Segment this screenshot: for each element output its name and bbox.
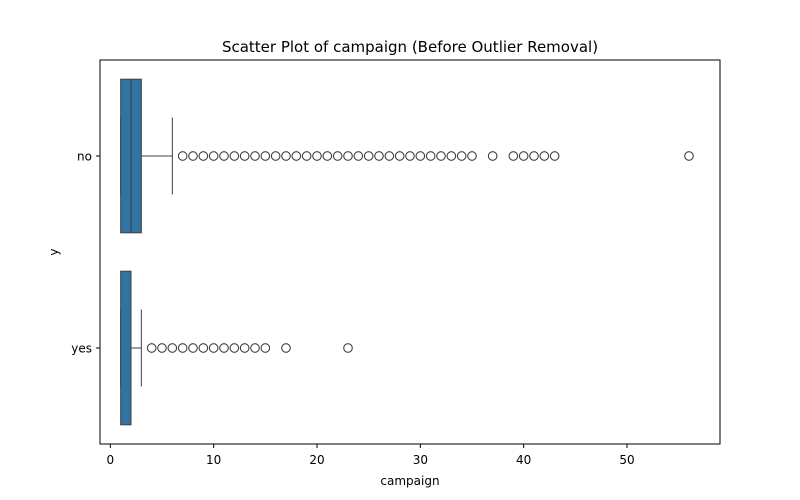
x-tick-label: 10: [206, 453, 221, 467]
x-axis-label: campaign: [380, 474, 439, 488]
outlier-point-no: [456, 151, 467, 161]
x-tick-label: 30: [413, 453, 428, 467]
outlier-point-no: [384, 151, 395, 161]
outlier-point-yes: [146, 343, 157, 353]
y-axis-label: y: [47, 248, 61, 255]
outlier-point-no: [281, 151, 291, 161]
outlier-point-no: [508, 151, 519, 161]
outlier-point-yes: [167, 343, 178, 353]
y-tick-label-yes: yes: [71, 342, 92, 356]
outlier-point-no: [529, 151, 539, 161]
outlier-point-no: [208, 151, 219, 161]
outlier-point-no: [229, 151, 240, 161]
outlier-point-no: [239, 151, 250, 161]
outlier-point-yes: [281, 343, 291, 353]
outlier-point-no: [518, 151, 529, 161]
outlier-point-no: [343, 151, 353, 161]
box-yes: [120, 270, 132, 426]
outlier-point-no: [301, 151, 312, 161]
outlier-point-no: [467, 151, 477, 161]
outlier-point-no: [322, 151, 333, 161]
plot-area: [120, 78, 694, 426]
outlier-point-yes: [208, 343, 219, 353]
axis-ticks: no yes 0 10 20 30 40 50: [71, 150, 634, 468]
outlier-point-no: [446, 151, 457, 161]
outlier-point-no: [250, 151, 260, 161]
outlier-point-no: [405, 151, 415, 161]
outlier-point-no: [436, 151, 446, 161]
outlier-point-no: [312, 151, 322, 161]
outlier-point-no: [415, 151, 426, 161]
outlier-point-no: [332, 151, 343, 161]
outlier-point-yes: [343, 343, 353, 353]
axes-frame: [99, 59, 721, 445]
outlier-point-no: [188, 151, 198, 161]
outlier-point-yes: [157, 343, 167, 353]
outlier-point-no: [684, 151, 694, 161]
outlier-point-yes: [260, 343, 271, 353]
outlier-point-yes: [177, 343, 188, 353]
chart-title: Scatter Plot of campaign (Before Outlier…: [222, 38, 598, 56]
outlier-point-no: [425, 151, 436, 161]
outlier-point-yes: [250, 343, 260, 353]
x-tick-label: 20: [309, 453, 324, 467]
outlier-point-yes: [219, 343, 229, 353]
outlier-point-yes: [198, 343, 209, 353]
outlier-point-no: [539, 151, 550, 161]
x-tick-label: 50: [619, 453, 634, 467]
outlier-point-no: [549, 151, 560, 161]
outlier-point-yes: [188, 343, 198, 353]
outlier-point-yes: [239, 343, 250, 353]
outlier-point-no: [198, 151, 209, 161]
outlier-point-no: [219, 151, 229, 161]
outlier-point-no: [260, 151, 271, 161]
outlier-point-no: [374, 151, 384, 161]
x-tick-label: 40: [516, 453, 531, 467]
x-tick-label: 0: [107, 453, 115, 467]
outlier-point-no: [177, 151, 188, 161]
outlier-point-no: [394, 151, 405, 161]
y-tick-label-no: no: [77, 150, 92, 164]
outlier-point-no: [363, 151, 374, 161]
outlier-point-no: [353, 151, 364, 161]
outlier-point-no: [291, 151, 302, 161]
outlier-point-no: [487, 151, 498, 161]
outlier-point-yes: [229, 343, 240, 353]
outlier-point-no: [270, 151, 281, 161]
